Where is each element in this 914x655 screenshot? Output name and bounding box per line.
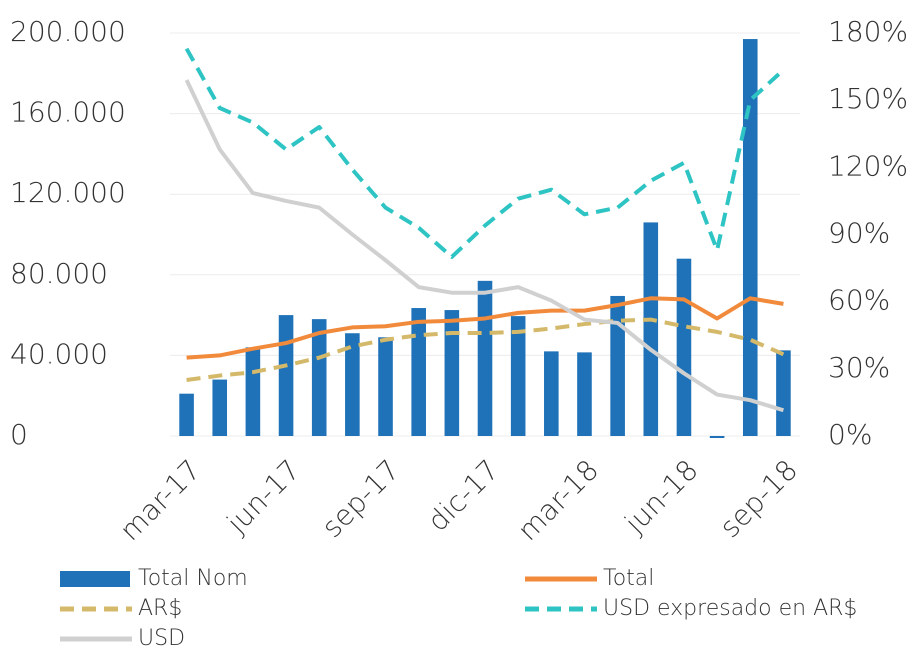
x-tick-label: mar-17: [113, 453, 207, 547]
bar: [544, 351, 559, 436]
bar: [477, 280, 493, 436]
bar: [577, 352, 592, 436]
bar: [179, 393, 194, 436]
y2-tick-label: 120%: [828, 149, 908, 182]
line: [186, 296, 784, 360]
bar: [742, 39, 758, 437]
legend-swatch: [60, 571, 130, 587]
bar: [245, 347, 261, 436]
line: [184, 79, 785, 413]
y-tick-label: 80.000: [10, 257, 108, 290]
x-tick-label: jun-17: [220, 453, 307, 540]
bar: [709, 436, 725, 439]
bar: [378, 337, 393, 436]
y2-tick-label: 150%: [828, 82, 908, 115]
legend-label: Total Nom: [138, 566, 248, 591]
bar: [212, 379, 228, 436]
legend-label: USD: [138, 626, 185, 651]
line: [186, 317, 785, 383]
y2-tick-label: 60%: [828, 284, 890, 317]
x-tick-label: dic-17: [421, 453, 506, 538]
bar: [610, 295, 625, 436]
legend-label: Total: [603, 566, 654, 591]
y2-tick-label: 180%: [828, 15, 908, 48]
legend-label: USD expresado en AR$: [603, 596, 857, 621]
bar: [345, 333, 360, 436]
line: [184, 47, 785, 259]
x-tick-label: sep-17: [315, 453, 406, 544]
bar: [278, 315, 294, 436]
y-tick-label: 200.000: [10, 15, 126, 48]
y2-tick-label: 30%: [828, 351, 890, 384]
x-tick-label: jun-18: [618, 453, 705, 540]
y-tick-label: 40.000: [10, 337, 108, 370]
y2-tick-label: 0%: [828, 418, 872, 451]
bar: [676, 258, 692, 436]
y2-tick-label: 90%: [828, 217, 890, 250]
bar: [643, 222, 659, 436]
bar: [311, 319, 327, 436]
bar: [444, 310, 460, 436]
bar: [510, 316, 526, 436]
y-tick-label: 120.000: [10, 176, 126, 209]
x-tick-label: sep-18: [713, 453, 804, 544]
bar: [411, 308, 426, 436]
legend-label: AR$: [138, 596, 182, 621]
bar: [776, 350, 791, 436]
y-tick-label: 0: [10, 418, 28, 451]
y-tick-label: 160.000: [10, 96, 126, 129]
x-tick-label: mar-18: [511, 453, 605, 547]
